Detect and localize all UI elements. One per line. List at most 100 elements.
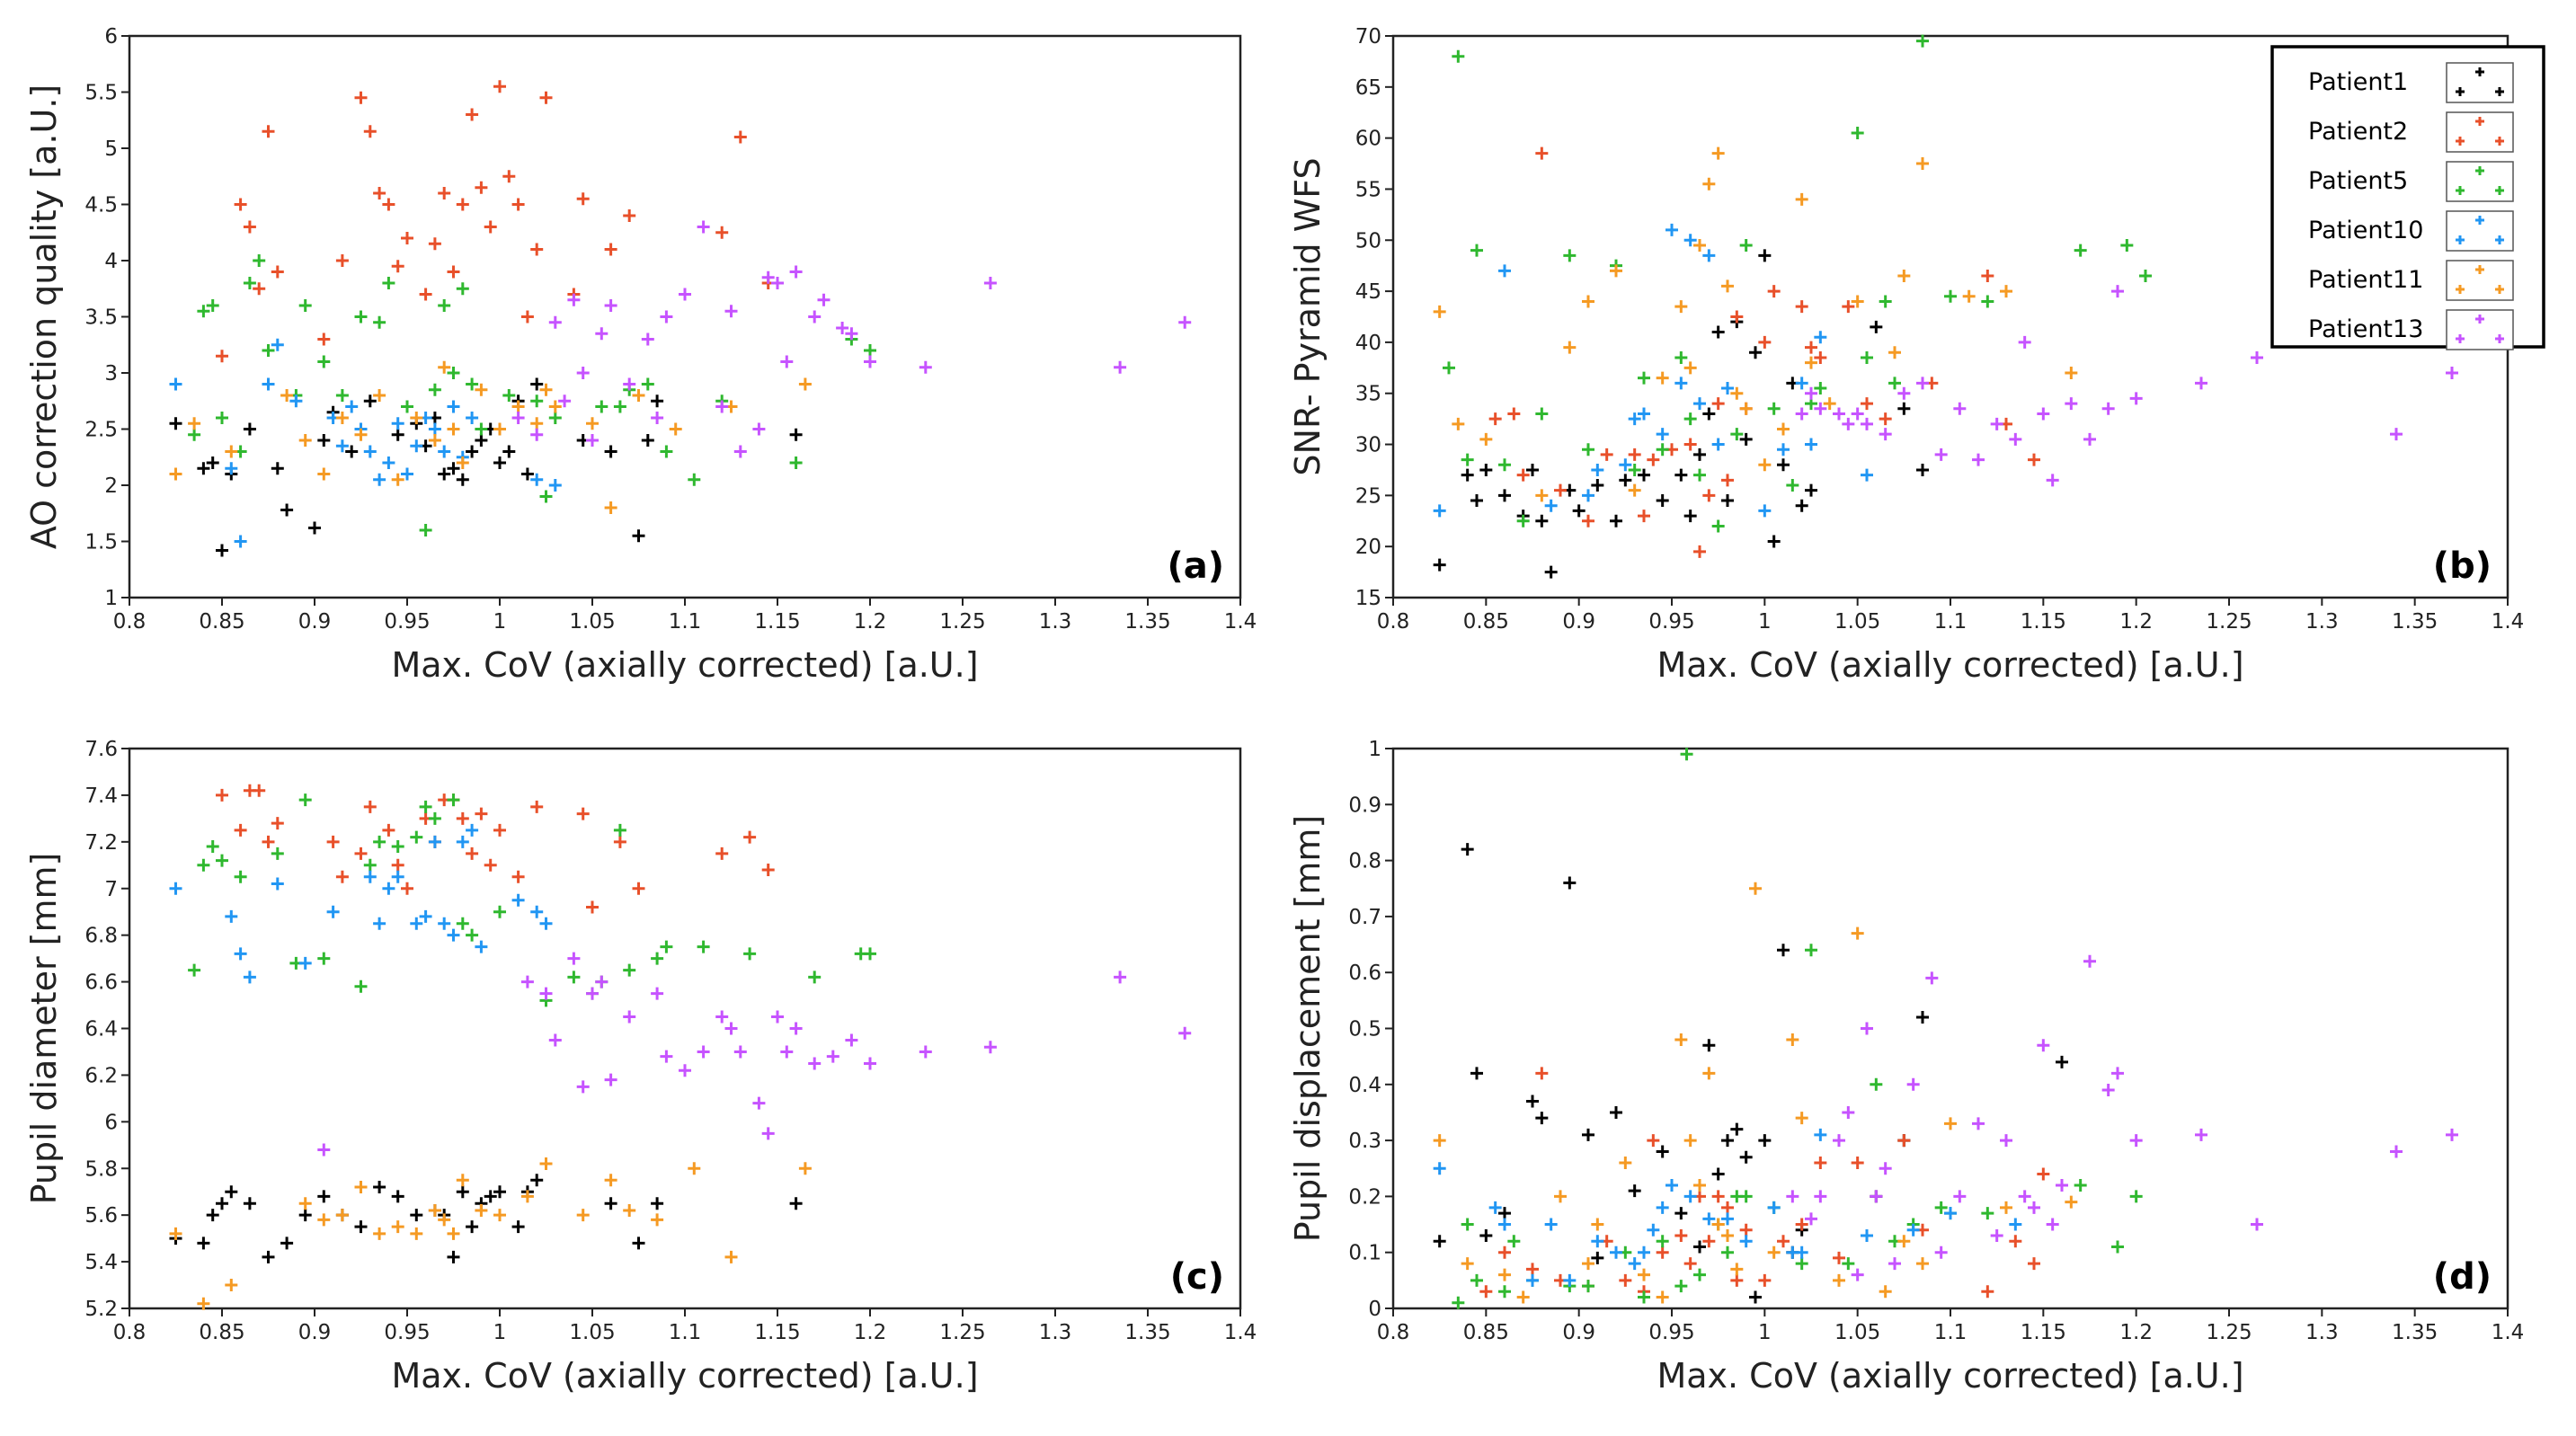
data-point (197, 858, 210, 872)
data-point (679, 1064, 691, 1077)
data-point (1610, 514, 1622, 527)
data-point (373, 315, 386, 329)
data-point (493, 422, 506, 436)
data-point (1962, 289, 1976, 303)
data-point (1823, 397, 1836, 411)
x-tick-label: 0.8 (1377, 1321, 1410, 1344)
data-point (1619, 1273, 1632, 1287)
data-point (447, 793, 460, 807)
data-point (1842, 417, 1855, 430)
y-tick-label: 6.8 (84, 925, 118, 948)
data-point (456, 1185, 469, 1199)
data-point (1702, 249, 1716, 262)
data-point (1600, 448, 1613, 461)
data-point (1656, 371, 1669, 385)
data-point (1721, 1212, 1734, 1226)
series-patient11 (1433, 146, 2078, 502)
y-tick-label: 45 (1355, 280, 1381, 304)
data-point (771, 1010, 784, 1024)
data-point (1879, 412, 1892, 426)
data-point (632, 389, 645, 402)
x-tick-label: 1.2 (2119, 1321, 2153, 1344)
data-point (1888, 346, 1901, 359)
data-point (262, 835, 275, 848)
data-point (493, 823, 506, 837)
x-axis-label: Max. CoV (axially corrected) [a.U.] (391, 1356, 978, 1396)
data-point (826, 1050, 839, 1063)
data-point (1749, 882, 1762, 895)
data-point (511, 400, 525, 413)
data-point (1972, 1117, 1985, 1130)
data-point (1619, 474, 1632, 487)
data-point (1786, 1190, 1799, 1203)
data-point (651, 952, 664, 965)
data-point (1888, 377, 1901, 390)
y-tick-label: 60 (1355, 128, 1381, 151)
data-point (1498, 1268, 1511, 1281)
data-point (317, 1213, 331, 1227)
data-point (1693, 448, 1706, 461)
data-point (475, 383, 488, 396)
data-point (1795, 1112, 1808, 1125)
data-point (466, 823, 479, 837)
data-point (1656, 443, 1669, 457)
data-point (1443, 361, 1455, 375)
data-point (651, 1213, 664, 1227)
y-tick-label: 6.2 (84, 1064, 118, 1087)
data-point (1916, 34, 1929, 48)
data-point (1767, 1201, 1781, 1214)
data-point (1897, 402, 1911, 415)
data-point (466, 847, 479, 860)
data-point (1683, 438, 1697, 451)
data-point (1833, 407, 1845, 421)
data-point (798, 1162, 812, 1175)
data-point (1721, 474, 1734, 487)
x-tick-label: 1.1 (669, 610, 702, 634)
data-point (1758, 249, 1772, 262)
data-point (530, 243, 544, 256)
data-point (1777, 1235, 1790, 1248)
data-point (1795, 499, 1808, 512)
data-point (660, 310, 673, 324)
y-tick-label: 6.4 (84, 1018, 118, 1042)
data-point (567, 293, 581, 306)
data-point (216, 412, 228, 424)
data-point (798, 377, 812, 391)
data-point (1851, 295, 1864, 308)
data-point (1582, 489, 1594, 502)
data-point (2083, 432, 2096, 446)
x-tick-label: 0.85 (1463, 1321, 1509, 1344)
data-point (289, 394, 303, 408)
data-point (169, 1227, 182, 1240)
data-point (613, 823, 626, 837)
data-point (1507, 1235, 1521, 1248)
series-patient11 (169, 1157, 812, 1310)
data-point (1944, 1207, 1957, 1220)
data-point (253, 784, 266, 797)
x-tick-label: 1.25 (939, 610, 985, 634)
data-point (1897, 1134, 1911, 1148)
data-point (2456, 87, 2465, 96)
plot-frame (128, 747, 1242, 1310)
legend-entry-patient2: Patient2 (2308, 111, 2514, 153)
data-point (548, 1033, 562, 1047)
data-point (2000, 1134, 2012, 1148)
data-point (808, 971, 822, 984)
x-tick-label: 0.9 (1562, 1321, 1595, 1344)
data-point (2101, 402, 2115, 415)
data-point (1805, 1212, 1817, 1226)
data-point (743, 947, 757, 961)
data-point (864, 947, 876, 961)
data-point (623, 1010, 636, 1024)
legend-label: Patient10 (2308, 217, 2423, 244)
data-point (2111, 1240, 2124, 1254)
data-point (983, 1041, 997, 1054)
data-point (1526, 1273, 1539, 1287)
legend-label: Patient2 (2308, 118, 2408, 146)
data-point (1693, 545, 1706, 558)
x-tick-label: 1.1 (669, 1321, 702, 1344)
data-point (2037, 407, 2050, 421)
data-point (1433, 1162, 1446, 1175)
data-point (2446, 1128, 2458, 1141)
data-point (1674, 1207, 1688, 1220)
